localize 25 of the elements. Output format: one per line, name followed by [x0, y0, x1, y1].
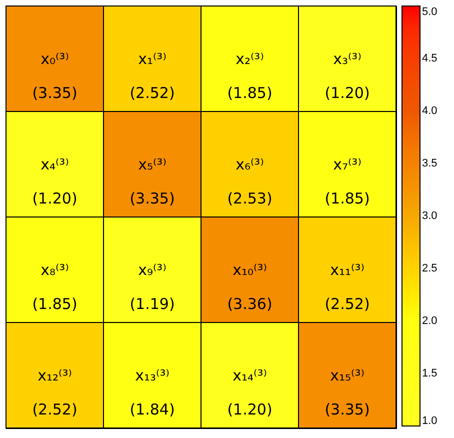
data-label: x₁₁⁽³⁾ (2.52) [324, 260, 370, 313]
data-label: x₁₅⁽³⁾ (3.35) [324, 366, 370, 418]
color-bar-label: 2.5 [422, 262, 438, 274]
data-label: x₁₀⁽³⁾ (3.36) [227, 260, 272, 313]
color-bar-label: 1.0 [422, 415, 438, 427]
color-bar-label: 1.5 [422, 368, 438, 380]
color-bar-label: 4.5 [422, 52, 438, 64]
color-bar-label: 4.0 [422, 105, 438, 117]
data-label: x₈⁽³⁾ (1.85) [32, 260, 78, 313]
data-label: x₃⁽³⁾ (1.20) [324, 50, 370, 102]
data-label: x₁₂⁽³⁾ (2.52) [32, 366, 78, 418]
data-label: x₉⁽³⁾ (1.19) [130, 260, 175, 313]
data-label: x₁⁽³⁾ (2.52) [130, 50, 175, 102]
data-label: x₁₄⁽³⁾ (1.20) [227, 366, 272, 418]
color-bar-label: 2.0 [422, 315, 438, 327]
data-label: x₁₃⁽³⁾ (1.84) [130, 366, 175, 418]
color-bar-label: 3.0 [422, 210, 438, 222]
data-label: x₇⁽³⁾ (1.85) [324, 155, 370, 208]
data-label: x₅⁽³⁾ (3.35) [130, 155, 175, 208]
color-bar-label: 5.0 [422, 6, 438, 18]
color-bar-label: 3.5 [422, 158, 438, 170]
data-label: x₂⁽³⁾ (1.85) [227, 50, 272, 102]
data-label: x₀⁽³⁾ (3.35) [32, 50, 78, 102]
data-label: x₆⁽³⁾ (2.53) [227, 155, 272, 208]
data-label: x₄⁽³⁾ (1.20) [32, 155, 78, 208]
